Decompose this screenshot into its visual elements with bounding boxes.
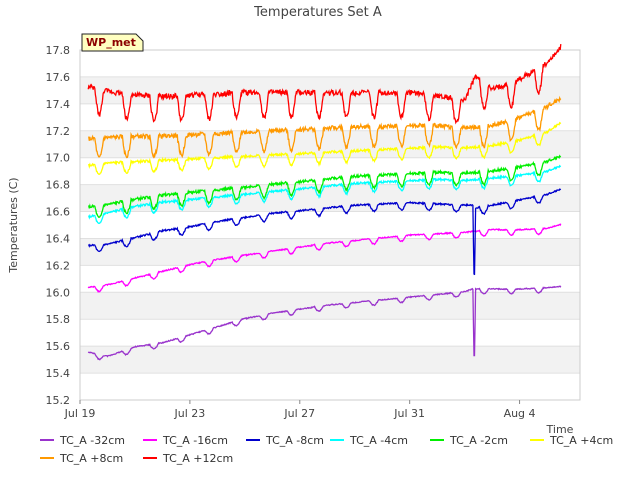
x-tick-label: Jul 19 [64, 407, 96, 420]
y-tick-label: 15.6 [46, 340, 71, 353]
legend-label: TC_A -2cm [449, 434, 508, 447]
legend-label: TC_A -4cm [349, 434, 408, 447]
grid-band [80, 346, 580, 374]
series-line [87, 164, 562, 225]
x-tick-label: Aug 4 [504, 407, 536, 420]
y-tick-label: 16.6 [46, 206, 71, 219]
badge-label: WP_met [86, 36, 136, 49]
y-tick-label: 15.8 [46, 313, 71, 326]
y-axis-label: Temperatures (C) [7, 177, 20, 273]
y-tick-label: 16.4 [46, 232, 71, 245]
x-tick-label: Jul 23 [174, 407, 206, 420]
plot-area [79, 49, 581, 401]
y-tick-label: 16.8 [46, 179, 71, 192]
series-line [87, 95, 562, 159]
y-tick-label: 15.2 [46, 394, 71, 407]
legend-label: TC_A -8cm [265, 434, 324, 447]
y-tick-label: 16.2 [46, 259, 71, 272]
series-line [87, 285, 562, 361]
y-tick-label: 15.4 [46, 367, 71, 380]
series-line [87, 223, 562, 293]
legend-label: TC_A +12cm [162, 452, 233, 465]
x-tick-label: Jul 27 [283, 407, 315, 420]
wp-met-badge: WP_met [81, 33, 144, 52]
legend-label: TC_A +8cm [59, 452, 123, 465]
y-tick-label: 17.6 [46, 71, 71, 84]
y-tick-label: 17.0 [46, 152, 71, 165]
y-tick-label: 17.2 [46, 125, 71, 138]
x-tick-label: Jul 31 [393, 407, 425, 420]
series-line [87, 44, 562, 125]
series-line [88, 188, 562, 276]
chart-title: Temperatures Set A [253, 5, 382, 20]
y-tick-label: 17.8 [46, 44, 71, 57]
legend-label: TC_A -32cm [59, 434, 125, 447]
y-tick-label: 16.0 [46, 286, 71, 299]
legend-label: TC_A +4cm [549, 434, 613, 447]
grid-band [80, 76, 580, 104]
x-axis-label: Time [546, 423, 574, 436]
legend-label: TC_A -16cm [162, 434, 228, 447]
series-line [87, 154, 562, 218]
y-tick-label: 17.4 [46, 98, 71, 111]
series-line [87, 121, 562, 175]
